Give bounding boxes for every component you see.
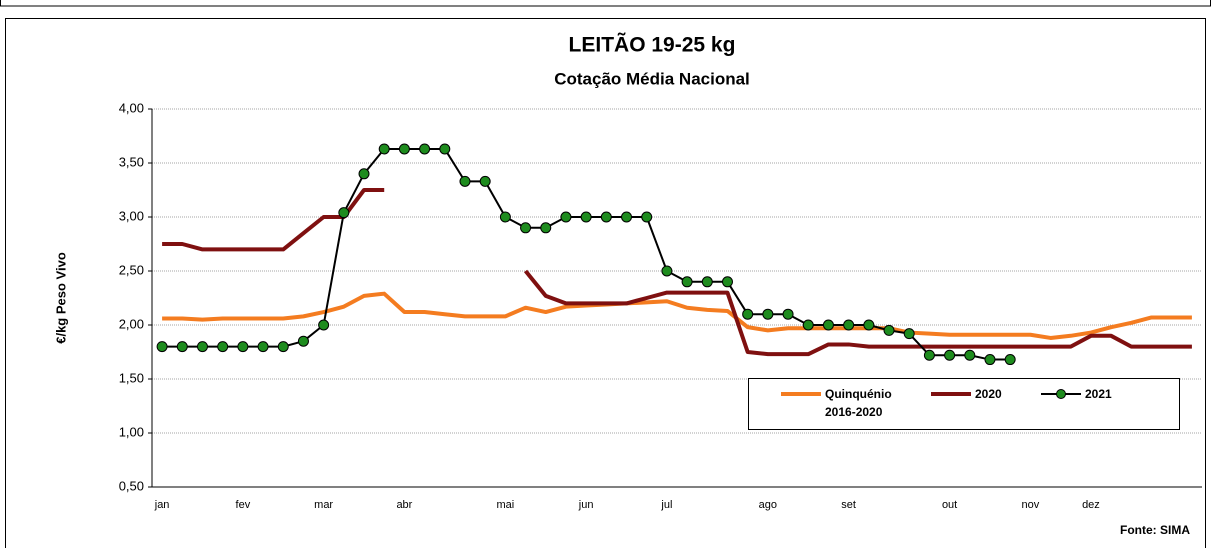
legend-item: Quinquénio 2016-2020	[779, 385, 905, 421]
data-point	[600, 211, 612, 223]
legend-swatch	[1041, 389, 1081, 399]
data-point	[822, 319, 834, 331]
y-tick-label: 3,00	[119, 208, 144, 223]
data-point	[843, 319, 855, 331]
data-point	[903, 328, 915, 340]
legend-marker	[1056, 389, 1066, 399]
data-point	[499, 211, 511, 223]
x-tick-label: jun	[578, 499, 594, 511]
data-point	[964, 349, 976, 361]
data-point	[439, 143, 451, 155]
x-tick-label: jul	[660, 499, 672, 511]
data-point	[742, 308, 754, 320]
x-tick-label: abr	[396, 499, 412, 511]
data-point	[621, 211, 633, 223]
source: Fonte: SIMA	[1120, 523, 1190, 537]
data-point	[560, 211, 572, 223]
x-tick-label: ago	[759, 499, 777, 511]
data-point	[297, 335, 309, 347]
legend-swatch	[931, 392, 971, 396]
y-tick-label: 2,50	[119, 262, 144, 277]
data-point	[580, 211, 592, 223]
legend-label: 2020	[975, 387, 1002, 401]
legend-label: Quinquénio 2016-2020	[825, 387, 892, 419]
data-point	[479, 175, 491, 187]
data-point	[358, 168, 370, 180]
x-tick-label: nov	[1021, 499, 1039, 511]
data-point	[883, 324, 895, 336]
data-point	[762, 308, 774, 320]
data-point	[984, 354, 996, 366]
data-point	[459, 175, 471, 187]
data-point	[156, 341, 168, 353]
y-axis-label: €/kg Peso Vivo	[53, 252, 68, 344]
y-tick-label: 3,50	[119, 154, 144, 169]
data-point	[318, 319, 330, 331]
x-tick-label: dez	[1082, 499, 1100, 511]
y-tick-label: 1,50	[119, 370, 144, 385]
data-point	[277, 341, 289, 353]
data-point	[1004, 354, 1016, 366]
data-point	[701, 276, 713, 288]
data-point	[196, 341, 208, 353]
legend-item: 2020	[929, 385, 1002, 403]
data-point	[641, 211, 653, 223]
data-point	[802, 319, 814, 331]
x-tick-label: mai	[496, 499, 514, 511]
chart-title: LEITÃO 19-25 kg	[569, 34, 736, 57]
x-tick-label: jan	[154, 499, 170, 511]
data-point	[721, 276, 733, 288]
top-frame	[0, 0, 1211, 7]
legend-item: 2021	[1039, 385, 1112, 403]
data-point	[863, 319, 875, 331]
x-tick-label: fev	[236, 499, 251, 511]
y-tick-label: 1,00	[119, 424, 144, 439]
data-point	[378, 143, 390, 155]
series-line	[162, 147, 1011, 361]
data-point	[923, 349, 935, 361]
data-point	[217, 341, 229, 353]
data-point	[944, 349, 956, 361]
data-point	[540, 222, 552, 234]
data-point	[257, 341, 269, 353]
data-point	[520, 222, 532, 234]
data-point	[398, 143, 410, 155]
y-tick-label: 0,50	[119, 478, 144, 493]
x-tick-label: out	[942, 499, 957, 511]
x-tick-label: set	[841, 499, 856, 511]
data-point	[176, 341, 188, 353]
chart-subtitle: Cotação Média Nacional	[554, 69, 750, 88]
series-line	[162, 291, 1192, 340]
data-point	[681, 276, 693, 288]
y-tick-label: 2,00	[119, 316, 144, 331]
legend-label: 2021	[1085, 387, 1112, 401]
data-point	[782, 308, 794, 320]
data-point	[338, 207, 350, 219]
x-tick-label: mar	[314, 499, 333, 511]
chart-frame	[5, 18, 1206, 548]
data-point	[419, 143, 431, 155]
data-point	[661, 265, 673, 277]
data-point	[237, 341, 249, 353]
y-tick-label: 4,00	[119, 100, 144, 115]
legend: Quinquénio 2016-2020 2020 2021	[748, 378, 1180, 430]
legend-swatch	[781, 392, 821, 396]
